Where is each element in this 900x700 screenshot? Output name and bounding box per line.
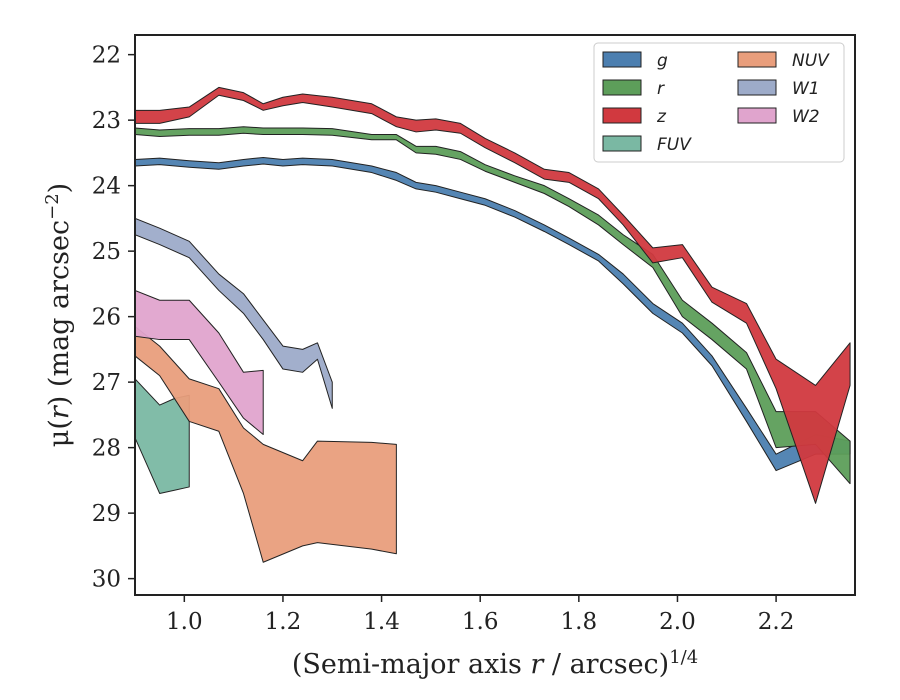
x-tick-label: 1.6 [462, 609, 499, 635]
x-tick-label: 1.8 [561, 609, 598, 635]
y-tick-label: 30 [92, 567, 121, 593]
legend-swatch-nuv [737, 51, 777, 68]
plot-frame [134, 34, 856, 596]
y-tick-label: 25 [92, 239, 121, 265]
legend-label-r: r [657, 79, 665, 99]
y-tick-label: 28 [92, 436, 121, 462]
y-axis-label: μ(r) (mag arcsec−2) [42, 183, 76, 447]
band-fuv [135, 378, 190, 494]
legend-swatch-fuv [602, 135, 642, 152]
band-r [135, 126, 851, 485]
band-w1 [135, 217, 333, 409]
y-tick-label: 29 [92, 501, 121, 527]
legend-swatch-r [602, 79, 642, 96]
legend-box [593, 42, 845, 163]
legend-swatch-g [602, 51, 642, 68]
x-tick-label: 1.2 [265, 609, 302, 635]
legend-label-nuv: NUV [792, 51, 830, 71]
x-tick-label: 1.4 [363, 609, 400, 635]
legend-label-w2: W2 [792, 107, 820, 127]
x-tick-label: 2.2 [758, 609, 795, 635]
y-axis-ticks: 22 23 24 25 26 27 28 29 30 [92, 43, 135, 593]
legend-swatch-w1 [737, 79, 777, 96]
x-axis-ticks: 1.0 1.2 1.4 1.6 1.8 2.0 2.2 [166, 595, 794, 635]
band-w2 [135, 289, 264, 436]
legend-swatch-w2 [737, 107, 777, 124]
y-tick-label: 23 [92, 108, 121, 134]
legend-label-w1: W1 [792, 79, 820, 99]
bands-layer [135, 86, 851, 563]
y-tick-label: 27 [92, 370, 121, 396]
band-z [135, 86, 851, 504]
x-tick-label: 2.0 [659, 609, 696, 635]
band-nuv [135, 325, 397, 563]
legend-label-g: g [657, 51, 668, 71]
legend: grz FUV NUV W1 W2 [593, 42, 845, 163]
x-axis-label: (Semi-major axis r / arcsec)1/4 [292, 647, 698, 681]
y-tick-label: 22 [92, 43, 121, 69]
y-tick-label: 26 [92, 305, 121, 331]
y-tick-label: 24 [92, 174, 121, 200]
x-tick-label: 1.0 [166, 609, 203, 635]
legend-label-fuv: FUV [657, 135, 692, 155]
legend-swatch-z [602, 107, 642, 124]
legend-label-z: z [656, 107, 667, 127]
